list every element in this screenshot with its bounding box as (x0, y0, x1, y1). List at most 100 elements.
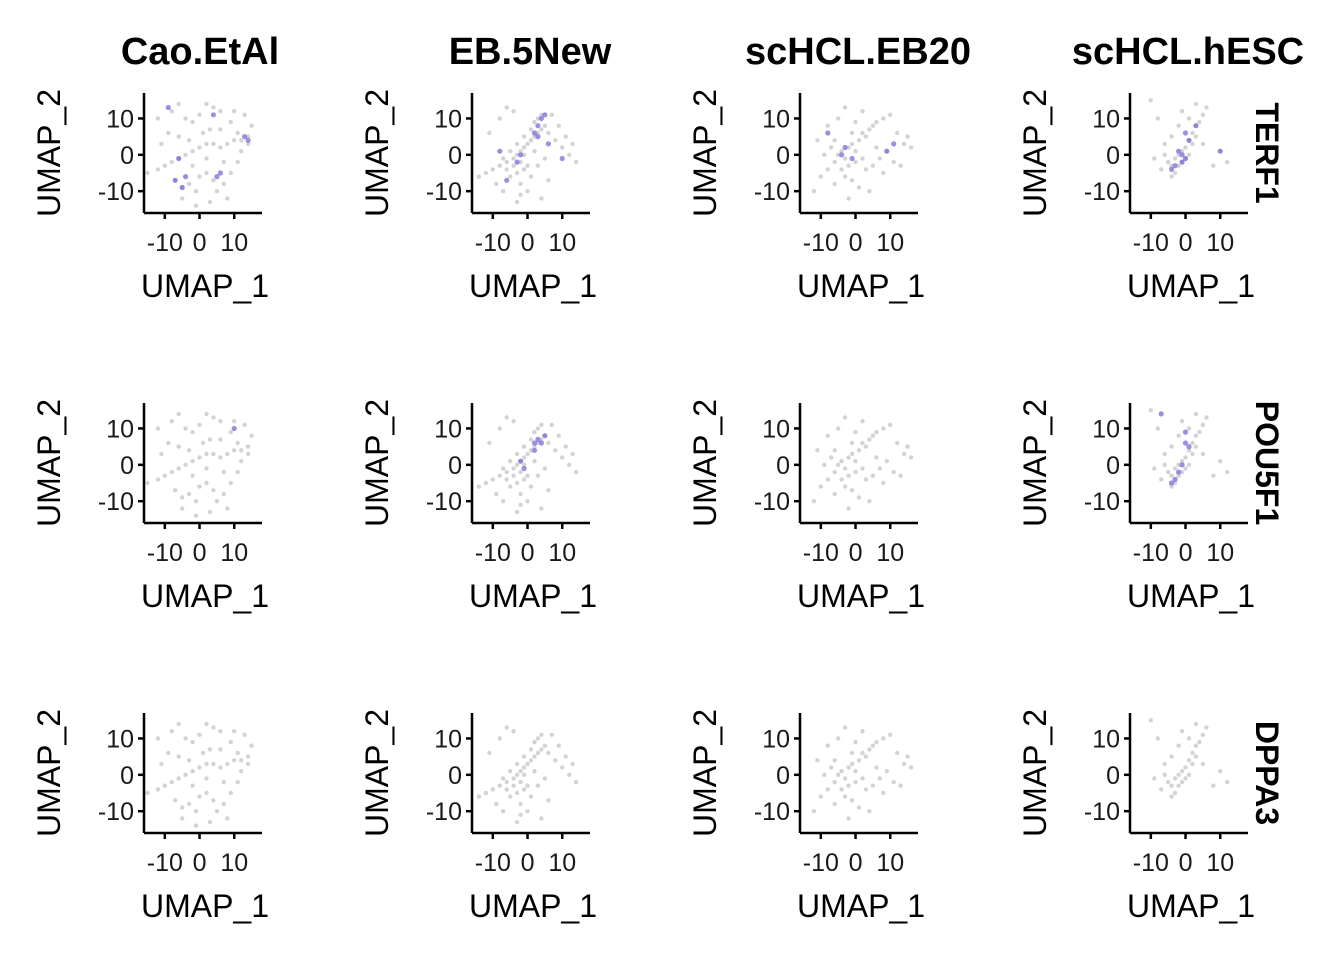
background-point (1148, 98, 1154, 103)
background-point (186, 491, 192, 497)
column-title: scHCL.EB20 (745, 31, 971, 73)
expression-point (545, 141, 552, 147)
background-point (176, 754, 181, 759)
background-point (242, 112, 247, 118)
background-point (521, 477, 527, 482)
background-point (1186, 736, 1192, 741)
background-point (1176, 433, 1181, 438)
background-point (180, 816, 185, 821)
background-point (829, 765, 834, 770)
x-tick-label: 10 (548, 229, 576, 257)
background-point (186, 448, 192, 453)
background-point (846, 765, 851, 770)
background-point (1176, 123, 1181, 128)
background-point (169, 729, 174, 734)
background-point (1183, 145, 1188, 150)
background-point (518, 812, 523, 817)
background-point (1179, 779, 1185, 785)
background-point (863, 787, 869, 792)
background-point (539, 747, 544, 752)
background-point (1179, 469, 1185, 475)
x-axis-title: UMAP_1 (469, 578, 597, 614)
background-point (822, 772, 827, 777)
background-point (815, 758, 820, 763)
background-point (535, 116, 541, 121)
background-point (511, 473, 516, 478)
x-tick-label: -10 (475, 849, 511, 877)
background-point (1193, 743, 1199, 748)
background-point (1218, 769, 1223, 774)
background-point (518, 159, 523, 165)
expression-point (1182, 440, 1189, 446)
background-point (832, 801, 837, 807)
background-point (1166, 159, 1171, 165)
background-point (832, 138, 837, 143)
background-point (218, 747, 223, 752)
background-point (1211, 473, 1216, 478)
y-tick-label: 0 (1106, 762, 1120, 790)
background-point (901, 761, 907, 767)
background-point (197, 484, 202, 489)
background-point (549, 422, 554, 427)
background-point (239, 138, 244, 143)
background-point (225, 506, 230, 511)
background-point (221, 801, 226, 807)
background-point (521, 787, 527, 792)
background-point (514, 462, 520, 467)
background-point (186, 138, 192, 143)
background-point (842, 776, 848, 781)
expression-point (518, 458, 524, 464)
expression-point (245, 137, 251, 143)
background-point (183, 736, 188, 741)
background-point (842, 156, 848, 161)
background-point (504, 415, 509, 420)
background-point (525, 163, 530, 168)
expression-point (559, 155, 565, 162)
x-tick-label: 0 (193, 849, 207, 877)
background-point (888, 732, 893, 737)
background-point (1211, 163, 1216, 168)
x-axis-title: UMAP_1 (1127, 888, 1255, 924)
row-title: TERF1 (1249, 102, 1285, 203)
background-point (145, 790, 150, 796)
background-point (853, 769, 858, 774)
background-point (204, 156, 209, 161)
background-point (511, 776, 516, 781)
background-point (853, 119, 858, 125)
background-point (860, 729, 865, 734)
background-point (563, 754, 568, 759)
y-tick-label: 10 (762, 105, 790, 133)
background-point (842, 466, 848, 471)
background-point (539, 506, 544, 511)
background-point (842, 415, 848, 420)
background-point (877, 156, 882, 161)
background-point (518, 192, 523, 197)
background-point (204, 466, 209, 471)
background-point (218, 109, 223, 114)
background-point (874, 145, 879, 150)
row-title: DPPA3 (1249, 721, 1285, 825)
background-point (532, 444, 537, 449)
background-point (521, 444, 527, 449)
facet-panel: -10 0 10 -10 0 10 UMAP_1 UMAP_2 (31, 709, 269, 924)
background-point (881, 426, 886, 431)
background-point (235, 779, 240, 785)
background-point (176, 721, 181, 727)
background-point (508, 149, 513, 154)
background-point (860, 130, 865, 136)
background-point (504, 725, 509, 730)
background-point (1200, 451, 1206, 457)
y-tick-label: 0 (120, 142, 134, 170)
background-point (514, 451, 520, 457)
expression-point (217, 170, 223, 176)
background-point (846, 196, 851, 201)
background-point (155, 477, 161, 482)
background-point (853, 739, 858, 745)
background-point (815, 448, 820, 453)
background-point (204, 411, 209, 417)
background-point (511, 156, 516, 161)
background-point (501, 466, 506, 471)
background-point (870, 743, 876, 748)
background-point (508, 459, 513, 464)
background-point (207, 819, 213, 825)
